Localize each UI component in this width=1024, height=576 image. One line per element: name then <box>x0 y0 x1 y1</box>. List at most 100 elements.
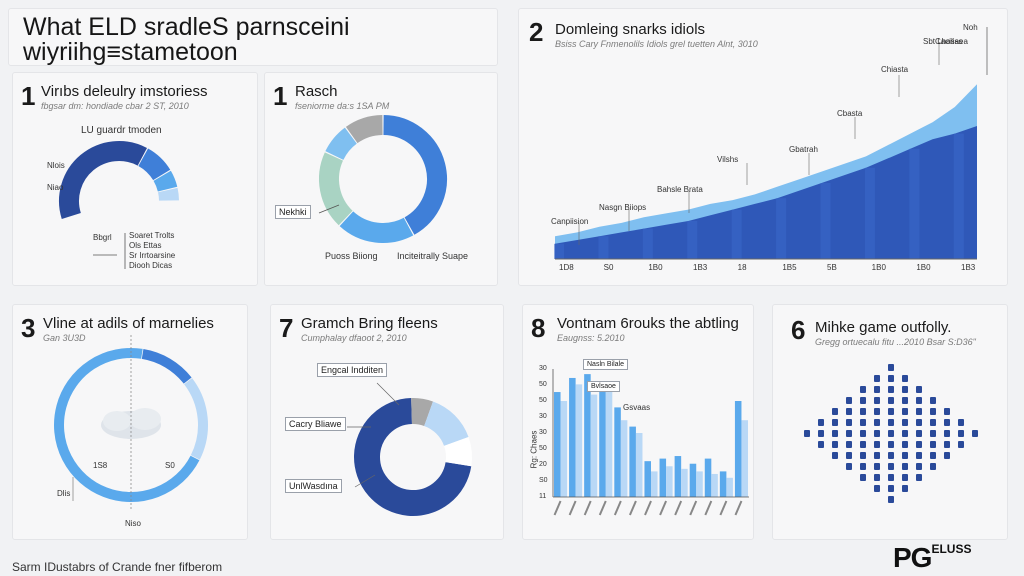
stacked-area-chart <box>554 27 988 260</box>
ring-label: 1S8 <box>93 461 108 470</box>
annotation: Bahsle Brata <box>657 185 703 194</box>
dot-marker <box>916 463 922 470</box>
bar <box>711 473 718 497</box>
ring-segment <box>141 349 192 384</box>
dot-marker <box>832 430 838 437</box>
dot-marker <box>832 452 838 459</box>
bar <box>644 461 651 497</box>
ring-segment <box>54 348 200 502</box>
panel-title: Gramch Bring fleens <box>301 315 438 332</box>
bar <box>726 477 733 497</box>
bar <box>741 420 748 497</box>
donut-slice <box>153 170 178 192</box>
x-tick-label: 18 <box>737 263 747 272</box>
dot-marker <box>860 474 866 481</box>
legend-label: Noh <box>963 23 978 32</box>
dot-marker <box>888 408 894 415</box>
cloud-shape <box>129 408 161 430</box>
bottom-label: Puoss Biiong <box>325 251 378 261</box>
panel-subtitle: Cumphalay dfaoot 2, 2010 <box>301 333 407 343</box>
dot-marker <box>846 452 852 459</box>
legend-label: Caciliss <box>935 37 963 46</box>
dot-marker <box>888 496 894 503</box>
donut-slice <box>137 148 171 181</box>
dot-marker <box>902 452 908 459</box>
bar <box>584 374 591 497</box>
x-tick-label: 1B3 <box>961 263 976 272</box>
panel-subtitle: Eaugnss: 5.2010 <box>557 333 625 343</box>
title-line-2: wiyriihg≡stametoon <box>23 38 238 66</box>
dot-marker <box>888 386 894 393</box>
dot-marker <box>944 419 950 426</box>
dot-marker <box>874 375 880 382</box>
x-tick-mark <box>583 500 592 516</box>
dot-marker <box>874 419 880 426</box>
legend-label: Soaret Trolts <box>129 231 175 240</box>
dot-marker <box>888 474 894 481</box>
dot-marker <box>846 397 852 404</box>
panel-dot-pyramid: 6 Mihke game outfolly. Gregg ortuecalu f… <box>772 304 1008 540</box>
x-tick-mark <box>553 500 562 516</box>
legend-label: Sr Irrtoarsine <box>129 251 176 260</box>
annotation: Canpiision <box>551 217 589 226</box>
cloud-shape <box>103 411 131 431</box>
ring-label: Dlis <box>57 489 71 498</box>
dot-marker <box>930 430 936 437</box>
dot-marker <box>888 485 894 492</box>
donut-slice <box>345 115 384 144</box>
logo-sub: ELUSS <box>931 542 972 556</box>
y-tick-label: 50 <box>539 445 547 452</box>
dot-marker <box>902 419 908 426</box>
dot-marker <box>832 408 838 415</box>
leader-line <box>354 474 376 488</box>
dot-marker <box>888 441 894 448</box>
x-tick-label: 1B5 <box>782 263 797 272</box>
donut-slice <box>354 398 472 516</box>
chart-label: LU guardr tmoden <box>81 125 162 136</box>
panel-title: Rasch <box>295 83 338 100</box>
donut-slice <box>339 211 414 243</box>
area-band <box>820 183 831 259</box>
area-band <box>953 133 964 259</box>
panel-number: 2 <box>529 17 544 47</box>
dot-marker <box>916 386 922 393</box>
panel-number: 3 <box>21 313 36 343</box>
panel-area-chart: 2 Domleing snarks idiols Bsiss Cary Fnme… <box>518 8 1008 286</box>
x-tick-label: 1D8 <box>559 263 574 272</box>
legend-label: Ols Ettas <box>129 241 162 250</box>
area-band <box>909 148 920 259</box>
side-label: Bbgrl <box>93 233 112 242</box>
dot-marker <box>888 419 894 426</box>
bar <box>599 388 606 497</box>
panel-ring-cloud: 3 Vline at adils of marnelies Gan 3U3D 1… <box>12 304 248 540</box>
dot-marker <box>860 386 866 393</box>
dot-marker <box>832 419 838 426</box>
legend-label: Diooh Dicas <box>129 261 173 270</box>
area-band <box>687 221 698 259</box>
panel-title: Domleing snarks idiols <box>555 21 706 38</box>
bar <box>554 392 561 497</box>
bar <box>635 433 643 497</box>
panel-number: 1 <box>21 81 36 111</box>
x-tick-label: S0 <box>603 263 614 272</box>
x-tick-label: 1B0 <box>916 263 931 272</box>
dot-marker <box>902 485 908 492</box>
bar <box>719 471 727 497</box>
x-tick-label: 1B0 <box>648 263 663 272</box>
dot-marker <box>860 463 866 470</box>
dot-marker <box>860 452 866 459</box>
dot-marker <box>860 408 866 415</box>
x-tick-mark <box>704 500 713 516</box>
callout-label: Engcal Indditen <box>317 363 388 377</box>
panel-number: 1 <box>273 81 288 111</box>
panel-number: 7 <box>279 313 294 343</box>
bar <box>575 384 583 497</box>
y-tick-label: 30 <box>539 365 547 372</box>
panel-donut-callout: 7 Gramch Bring fleens Cumphalay dfaoot 2… <box>270 304 504 540</box>
dot-marker <box>874 386 880 393</box>
dot-marker <box>902 430 908 437</box>
y-tick-label: 30 <box>539 413 547 420</box>
dot-marker <box>902 474 908 481</box>
bar <box>605 381 613 497</box>
bar <box>734 401 742 497</box>
